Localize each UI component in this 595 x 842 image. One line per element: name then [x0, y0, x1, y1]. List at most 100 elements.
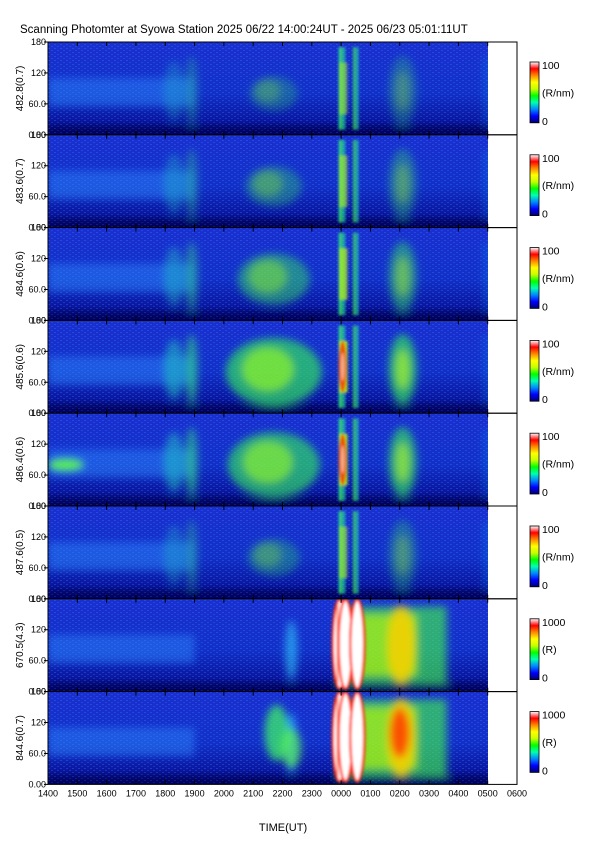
- x-tick-label: 0500: [478, 788, 498, 798]
- y-tick-label: 0.00: [28, 687, 46, 697]
- x-tick-label: 1400: [38, 788, 58, 798]
- panel-y-label: 487.6(0.5): [15, 530, 26, 576]
- x-tick-label: 0600: [507, 788, 527, 798]
- colorbar: [529, 525, 540, 588]
- colorbar-max-label: 100: [542, 338, 560, 350]
- colorbar: [529, 618, 540, 680]
- colorbar-unit-label: (R): [542, 644, 557, 656]
- colorbar: [529, 711, 540, 773]
- y-tick-label: 0.00: [28, 779, 46, 789]
- y-tick-label: 60.0: [28, 656, 46, 666]
- panel-y-label: 486.4(0.6): [15, 437, 26, 483]
- heatmap-features: [48, 418, 488, 506]
- y-tick-label: 60.0: [28, 99, 46, 109]
- x-tick-label: 0100: [360, 788, 380, 798]
- colorbar-max-label: 100: [542, 524, 560, 536]
- heatmap-features: [48, 325, 488, 414]
- heatmap-features: [48, 232, 488, 321]
- x-tick-label: 2300: [302, 788, 322, 798]
- heatmap-features: [48, 511, 488, 599]
- panel-y-label: 483.6(0.7): [15, 158, 26, 204]
- x-tick-label: 2200: [272, 788, 292, 798]
- x-axis: 1400 1500 1600 1700 1800 1900 2000 2100 2200 2300…: [38, 788, 527, 798]
- x-tick-label: 0200: [390, 788, 410, 798]
- panel-4: 0.00 60.0 120 180 485.6(0.6) 100 0 (R/nm): [15, 315, 574, 418]
- x-tick-label: 1500: [67, 788, 87, 798]
- y-tick-label: 60.0: [28, 748, 46, 758]
- panel-8: 0.00 60.0 120 180 844.6(0.7) 1000 0 (R): [15, 687, 566, 790]
- colorbar-min-label: 0: [542, 394, 548, 406]
- y-tick-label: 60.0: [28, 470, 46, 480]
- panel-3: 0.00 60.0 120 180 484.6(0.6) 100 0 (R/nm): [15, 223, 574, 326]
- y-tick-label: 0.00: [28, 408, 46, 418]
- y-tick-label: 0.00: [28, 223, 46, 233]
- colorbar-max-label: 100: [542, 60, 560, 72]
- y-tick-label: 60.0: [28, 192, 46, 202]
- panel-5: 0.00 60.0 120 180 486.4(0.6) 100 0 (R/nm): [15, 408, 574, 511]
- panel-2: 0.00 60.0 120 180 483.6(0.7) 100 0 (R/nm): [15, 130, 574, 233]
- heatmap-features: [48, 47, 488, 135]
- x-tick-label: 0000: [331, 788, 351, 798]
- y-tick-label: 180: [31, 501, 46, 511]
- y-tick-label: 0.00: [28, 315, 46, 325]
- panel-y-label: 670.5(4.3): [15, 622, 26, 668]
- colorbar-min-label: 0: [542, 301, 548, 313]
- heatmap-features: [48, 139, 488, 228]
- x-axis-label: TIME(UT): [259, 822, 307, 834]
- colorbar: [529, 432, 540, 495]
- colorbar-unit-label: (R/nm): [542, 180, 574, 192]
- x-tick-label: 1700: [126, 788, 146, 798]
- chart-title: Scanning Photomter at Syowa Station 2025…: [20, 24, 468, 36]
- panel-7: 0.00 60.0 120 180 670.5(4.3) 1000 0 (R): [15, 594, 566, 697]
- x-tick-label: 0400: [448, 788, 468, 798]
- y-tick-label: 180: [31, 408, 46, 418]
- y-tick-label: 120: [31, 161, 46, 171]
- y-tick-label: 120: [31, 254, 46, 264]
- y-tick-label: 120: [31, 68, 46, 78]
- colorbar-unit-label: (R/nm): [542, 87, 574, 99]
- x-tick-label: 2100: [243, 788, 263, 798]
- colorbar-max-label: 100: [542, 153, 560, 165]
- colorbar-min-label: 0: [542, 487, 548, 499]
- colorbar: [529, 339, 540, 402]
- y-tick-label: 0.00: [28, 130, 46, 140]
- x-tick-label: 1800: [155, 788, 175, 798]
- colorbar: [529, 61, 540, 124]
- y-tick-label: 120: [31, 718, 46, 728]
- colorbar-unit-label: (R/nm): [542, 366, 574, 378]
- panel-6: 0.00 60.0 120 180 487.6(0.5) 100 0 (R/nm): [15, 501, 574, 604]
- y-tick-label: 60.0: [28, 377, 46, 387]
- colorbar-unit-label: (R/nm): [542, 551, 574, 563]
- y-tick-label: 180: [31, 594, 46, 604]
- y-tick-label: 60.0: [28, 563, 46, 573]
- x-tick-label: 0300: [419, 788, 439, 798]
- colorbar: [529, 247, 540, 309]
- y-tick-label: 120: [31, 625, 46, 635]
- colorbar: [529, 154, 540, 217]
- y-tick-label: 120: [31, 346, 46, 356]
- x-tick-label: 1600: [97, 788, 117, 798]
- colorbar-min-label: 0: [542, 209, 548, 221]
- heatmap-features: [48, 598, 488, 692]
- panel-y-label: 484.6(0.6): [15, 251, 26, 297]
- x-tick-label: 2000: [214, 788, 234, 798]
- colorbar-unit-label: (R/nm): [542, 273, 574, 285]
- y-tick-label: 120: [31, 532, 46, 542]
- colorbar-min-label: 0: [542, 765, 548, 777]
- y-tick-label: 0.00: [28, 594, 46, 604]
- panel-y-label: 844.6(0.7): [15, 715, 26, 761]
- colorbar-unit-label: (R): [542, 737, 557, 749]
- panel-y-label: 485.6(0.6): [15, 344, 26, 390]
- x-tick-label: 1900: [185, 788, 205, 798]
- y-tick-label: 180: [31, 37, 46, 47]
- colorbar-max-label: 100: [542, 246, 560, 258]
- y-tick-label: 0.00: [28, 501, 46, 511]
- y-tick-label: 180: [31, 223, 46, 233]
- y-tick-label: 180: [31, 130, 46, 140]
- panel-y-label: 482.8(0.7): [15, 66, 26, 112]
- colorbar-max-label: 1000: [542, 617, 566, 629]
- y-tick-label: 60.0: [28, 284, 46, 294]
- colorbar-max-label: 100: [542, 431, 560, 443]
